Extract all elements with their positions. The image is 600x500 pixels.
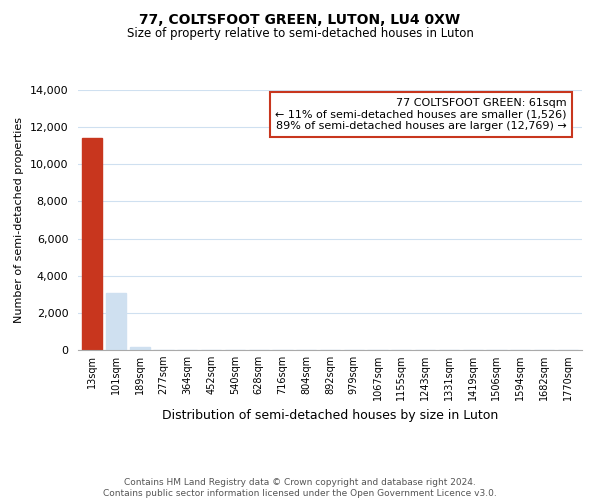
X-axis label: Distribution of semi-detached houses by size in Luton: Distribution of semi-detached houses by … — [162, 408, 498, 422]
Bar — [82, 138, 103, 350]
Bar — [106, 294, 126, 350]
Text: 77 COLTSFOOT GREEN: 61sqm
← 11% of semi-detached houses are smaller (1,526)
89% : 77 COLTSFOOT GREEN: 61sqm ← 11% of semi-… — [275, 98, 567, 131]
Bar — [130, 347, 150, 350]
Y-axis label: Number of semi-detached properties: Number of semi-detached properties — [14, 117, 24, 323]
Text: 77, COLTSFOOT GREEN, LUTON, LU4 0XW: 77, COLTSFOOT GREEN, LUTON, LU4 0XW — [139, 12, 461, 26]
Text: Contains HM Land Registry data © Crown copyright and database right 2024.
Contai: Contains HM Land Registry data © Crown c… — [103, 478, 497, 498]
Text: Size of property relative to semi-detached houses in Luton: Size of property relative to semi-detach… — [127, 28, 473, 40]
